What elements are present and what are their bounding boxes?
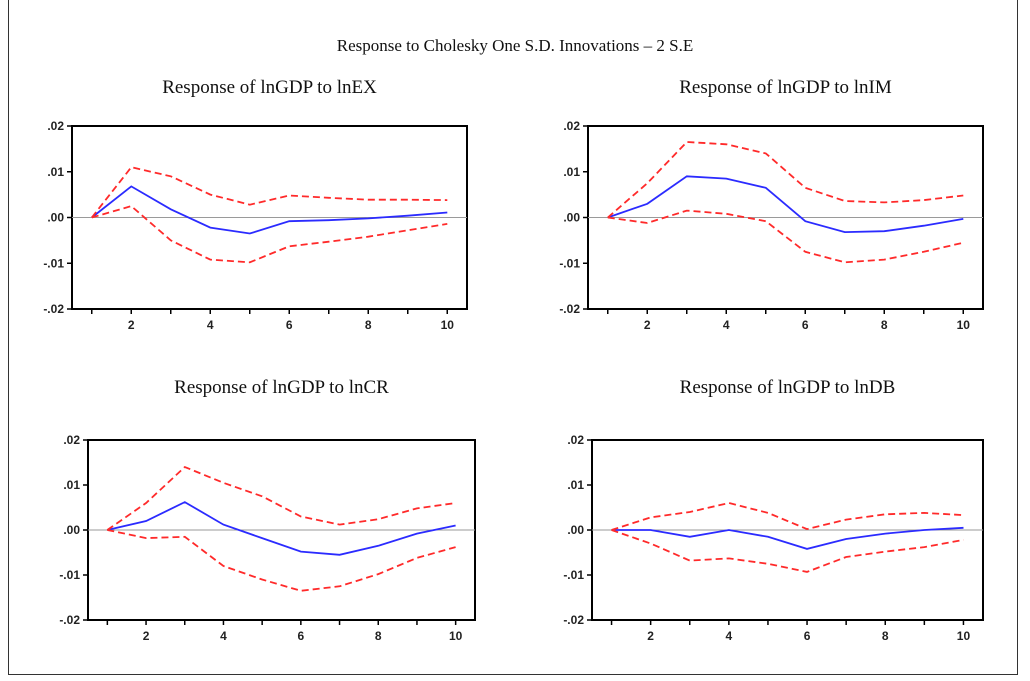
y-tick-label: .00 [567,523,584,537]
x-tick-label: 10 [957,318,971,332]
x-tick-label: 8 [882,629,889,643]
chart-title: Response of lnGDP to lnCR [174,377,389,398]
x-tick-label: 2 [143,629,150,643]
x-tick-label: 8 [375,629,382,643]
x-tick-label: 2 [644,318,651,332]
response-line [611,526,964,550]
y-tick-label: .00 [47,211,64,225]
y-tick-label: -.02 [559,302,580,316]
y-tick-label: .01 [563,165,580,179]
y-tick-label: -.01 [563,568,584,582]
x-tick-label: 6 [286,318,293,332]
y-tick-label: .00 [63,523,80,537]
y-tick-label: -.02 [59,613,80,627]
x-tick-label: 4 [723,318,730,332]
x-tick-label: 6 [802,318,809,332]
x-tick-label: 4 [207,318,214,332]
upper-band-line [91,166,448,219]
chart-panel-2: Response of lnGDP to lnIM .02 .01 .00 -.01 -.… [559,77,984,332]
y-tick-label: .01 [47,165,64,179]
y-tick-label: .02 [63,433,80,447]
y-tick-label: .00 [563,211,580,225]
lower-band-line [107,529,456,592]
figure-frame [8,0,1018,675]
response-line [107,501,456,556]
x-tick-label: 4 [220,629,227,643]
y-tick-label: -.02 [563,613,584,627]
x-tick-label: 10 [441,318,455,332]
x-tick-label: 10 [957,629,971,643]
y-tick-label: .01 [567,478,584,492]
x-tick-label: 6 [804,629,811,643]
chart-panel-3: Response of lnGDP to lnCR .02 .01 .00 -.01 -.… [59,377,476,643]
x-tick-label: 2 [128,318,135,332]
chart-panel-4: Response of lnGDP to lnDB .02 .01 .00 -.01 -.… [563,377,984,643]
x-tick-label: 8 [365,318,372,332]
chart-title: Response of lnGDP to lnDB [680,377,896,398]
y-tick-label: .02 [47,119,64,133]
x-tick-label: 2 [647,629,654,643]
upper-band-line [611,502,964,531]
response-line [91,185,448,235]
upper-band-line [106,465,456,531]
y-tick-label: -.01 [559,256,580,270]
x-tick-label: 4 [726,629,733,643]
y-tick-label: .02 [567,433,584,447]
x-tick-label: 6 [298,629,305,643]
lower-band-line [607,209,964,264]
chart-panel-1: Response of lnGDP to lnEX .02 .01 .00 -.01 -.… [43,77,468,332]
y-tick-label: -.02 [43,302,64,316]
response-line [607,175,964,234]
chart-title: Response of lnGDP to lnEX [162,77,377,98]
figure-title: Response to Cholesky One S.D. Innovation… [336,36,694,55]
chart-title: Response of lnGDP to lnIM [679,77,892,98]
y-tick-label: .01 [63,478,80,492]
x-tick-label: 8 [881,318,888,332]
lower-band-line [611,529,964,573]
upper-band-line [607,141,964,219]
lower-band-line [91,205,448,264]
x-tick-label: 10 [449,629,463,643]
y-tick-label: -.01 [43,256,64,270]
y-tick-label: .02 [563,119,580,133]
y-tick-label: -.01 [59,568,80,582]
